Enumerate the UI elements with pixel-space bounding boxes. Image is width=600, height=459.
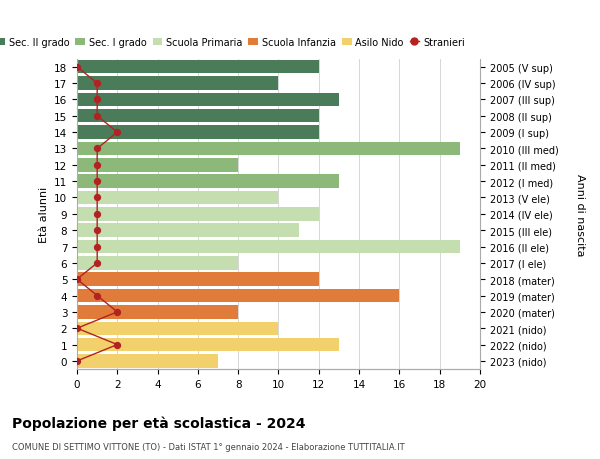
Bar bbox=[77, 289, 399, 302]
Point bbox=[92, 113, 102, 120]
Legend: Sec. II grado, Sec. I grado, Scuola Primaria, Scuola Infanzia, Asilo Nido, Stran: Sec. II grado, Sec. I grado, Scuola Prim… bbox=[0, 34, 469, 51]
Point bbox=[92, 260, 102, 267]
Bar bbox=[77, 224, 299, 237]
Bar bbox=[77, 241, 460, 254]
Bar bbox=[77, 273, 319, 286]
Point bbox=[92, 292, 102, 300]
Point bbox=[92, 178, 102, 185]
Point bbox=[72, 358, 82, 365]
Point bbox=[92, 243, 102, 251]
Point bbox=[92, 80, 102, 88]
Bar bbox=[77, 110, 319, 123]
Bar bbox=[77, 61, 319, 74]
Bar bbox=[77, 257, 238, 270]
Bar bbox=[77, 159, 238, 172]
Point bbox=[113, 308, 122, 316]
Bar bbox=[77, 142, 460, 156]
Point bbox=[92, 96, 102, 104]
Point bbox=[92, 211, 102, 218]
Bar bbox=[77, 191, 278, 205]
Y-axis label: Età alunni: Età alunni bbox=[38, 186, 49, 242]
Bar bbox=[77, 77, 278, 90]
Point bbox=[113, 341, 122, 348]
Bar bbox=[77, 338, 339, 352]
Point bbox=[113, 129, 122, 136]
Bar bbox=[77, 207, 319, 221]
Point bbox=[92, 194, 102, 202]
Point bbox=[72, 325, 82, 332]
Point bbox=[72, 64, 82, 71]
Bar bbox=[77, 306, 238, 319]
Text: COMUNE DI SETTIMO VITTONE (TO) - Dati ISTAT 1° gennaio 2024 - Elaborazione TUTTI: COMUNE DI SETTIMO VITTONE (TO) - Dati IS… bbox=[12, 442, 404, 451]
Point bbox=[92, 146, 102, 153]
Bar bbox=[77, 94, 339, 107]
Bar bbox=[77, 322, 278, 335]
Text: Popolazione per età scolastica - 2024: Popolazione per età scolastica - 2024 bbox=[12, 415, 305, 430]
Point bbox=[92, 227, 102, 235]
Bar bbox=[77, 354, 218, 368]
Y-axis label: Anni di nascita: Anni di nascita bbox=[575, 173, 585, 256]
Bar bbox=[77, 175, 339, 189]
Bar bbox=[77, 126, 319, 140]
Point bbox=[92, 162, 102, 169]
Point bbox=[72, 276, 82, 283]
